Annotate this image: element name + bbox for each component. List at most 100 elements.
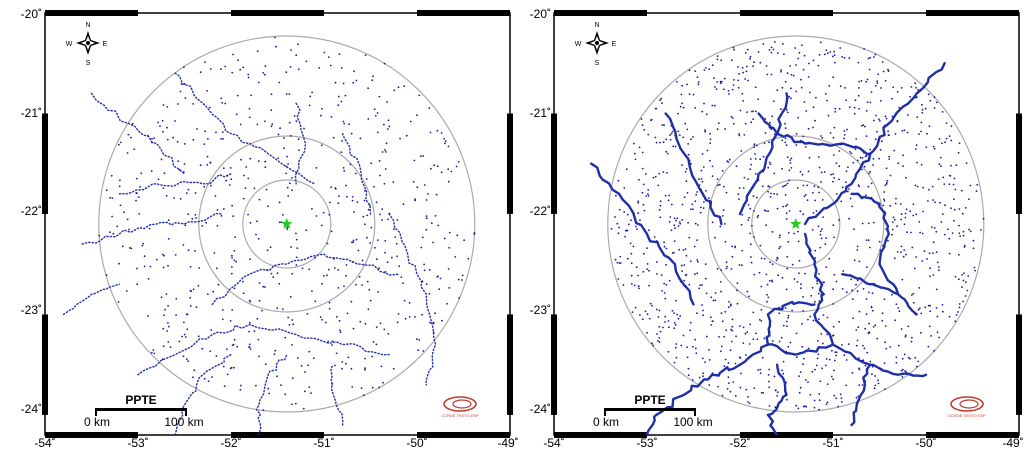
sample-point [364,189,366,192]
sample-point [273,353,276,355]
sample-point [869,360,872,363]
sample-point [772,48,775,51]
sample-point [895,356,898,359]
sample-point [817,318,820,321]
sample-point [306,313,309,315]
sample-point [378,160,381,162]
sample-point [786,267,789,270]
sample-point [619,255,622,258]
sample-point [790,87,792,90]
sample-point [296,357,299,359]
sample-point [296,247,299,250]
sample-point [167,305,170,307]
sample-point [945,122,948,124]
drainage-line [294,102,307,185]
sample-point [371,355,374,358]
sample-point [146,134,149,137]
sample-point [332,136,335,139]
sample-point [689,321,692,324]
sample-point [730,303,732,306]
sample-point [285,165,288,168]
sample-point [352,81,355,84]
scale-bar-title: PPTE [634,393,665,407]
sample-point [803,357,805,360]
sample-point [832,224,835,227]
sample-point [384,240,387,242]
sample-point [694,347,697,350]
sample-point [863,165,866,168]
sample-point [829,51,832,53]
sample-point [813,399,816,402]
sample-point [668,326,670,329]
sample-point [338,319,341,322]
sample-point [702,375,704,378]
frame-band [1016,314,1022,415]
sample-point [668,221,671,223]
sample-point [840,397,843,399]
sample-point [286,186,289,189]
sample-point [814,300,816,303]
sample-point [781,276,784,279]
sample-point [768,185,771,188]
sample-point [904,370,906,372]
sample-point [447,180,450,183]
sample-point [817,225,820,228]
sample-point [362,394,365,396]
sample-point [339,329,341,331]
sample-point [909,210,912,213]
sample-point [310,392,312,394]
sample-point [857,184,860,187]
sample-point [248,116,251,119]
sample-point [826,316,829,319]
sample-point [626,257,629,260]
sample-point [292,323,295,326]
sample-point [399,137,401,140]
sample-point [194,214,197,216]
sample-point [815,210,818,212]
sample-point [770,51,773,54]
sample-point [739,325,741,327]
sample-point [212,290,215,293]
sample-point [220,97,223,100]
sample-point [378,386,381,389]
sample-point [184,97,187,99]
sample-point [231,204,234,207]
sample-point [727,376,730,379]
sample-point [801,44,803,47]
sample-point [670,229,673,232]
sample-point [939,201,941,204]
sample-point [891,115,894,118]
sample-point [922,210,924,213]
sample-point [770,126,773,128]
sample-point [808,156,811,159]
sample-point [638,146,641,149]
sample-point [220,138,222,140]
lat-tick-label: -24˚ [530,402,551,416]
sample-point [941,142,943,145]
sample-point [436,129,439,132]
sample-point [302,407,305,410]
sample-point [298,149,300,152]
sample-point [928,325,931,328]
sample-point [673,322,676,324]
sample-point [151,138,153,140]
sample-point [832,288,834,291]
sample-point [881,319,884,322]
sample-point [923,250,926,253]
sample-point [384,271,387,273]
sample-point [731,88,734,91]
sample-point [949,175,952,177]
sample-point [893,257,896,260]
sample-point [162,187,165,190]
sample-point [962,279,965,282]
sample-point [335,352,338,355]
sample-point [779,108,782,111]
sample-point [898,106,901,109]
sample-point [670,132,673,135]
sample-point [747,396,749,398]
sample-point [818,399,821,402]
sample-point [425,215,428,218]
sample-point [421,236,424,239]
sample-point [314,256,316,259]
sample-point [195,217,198,219]
